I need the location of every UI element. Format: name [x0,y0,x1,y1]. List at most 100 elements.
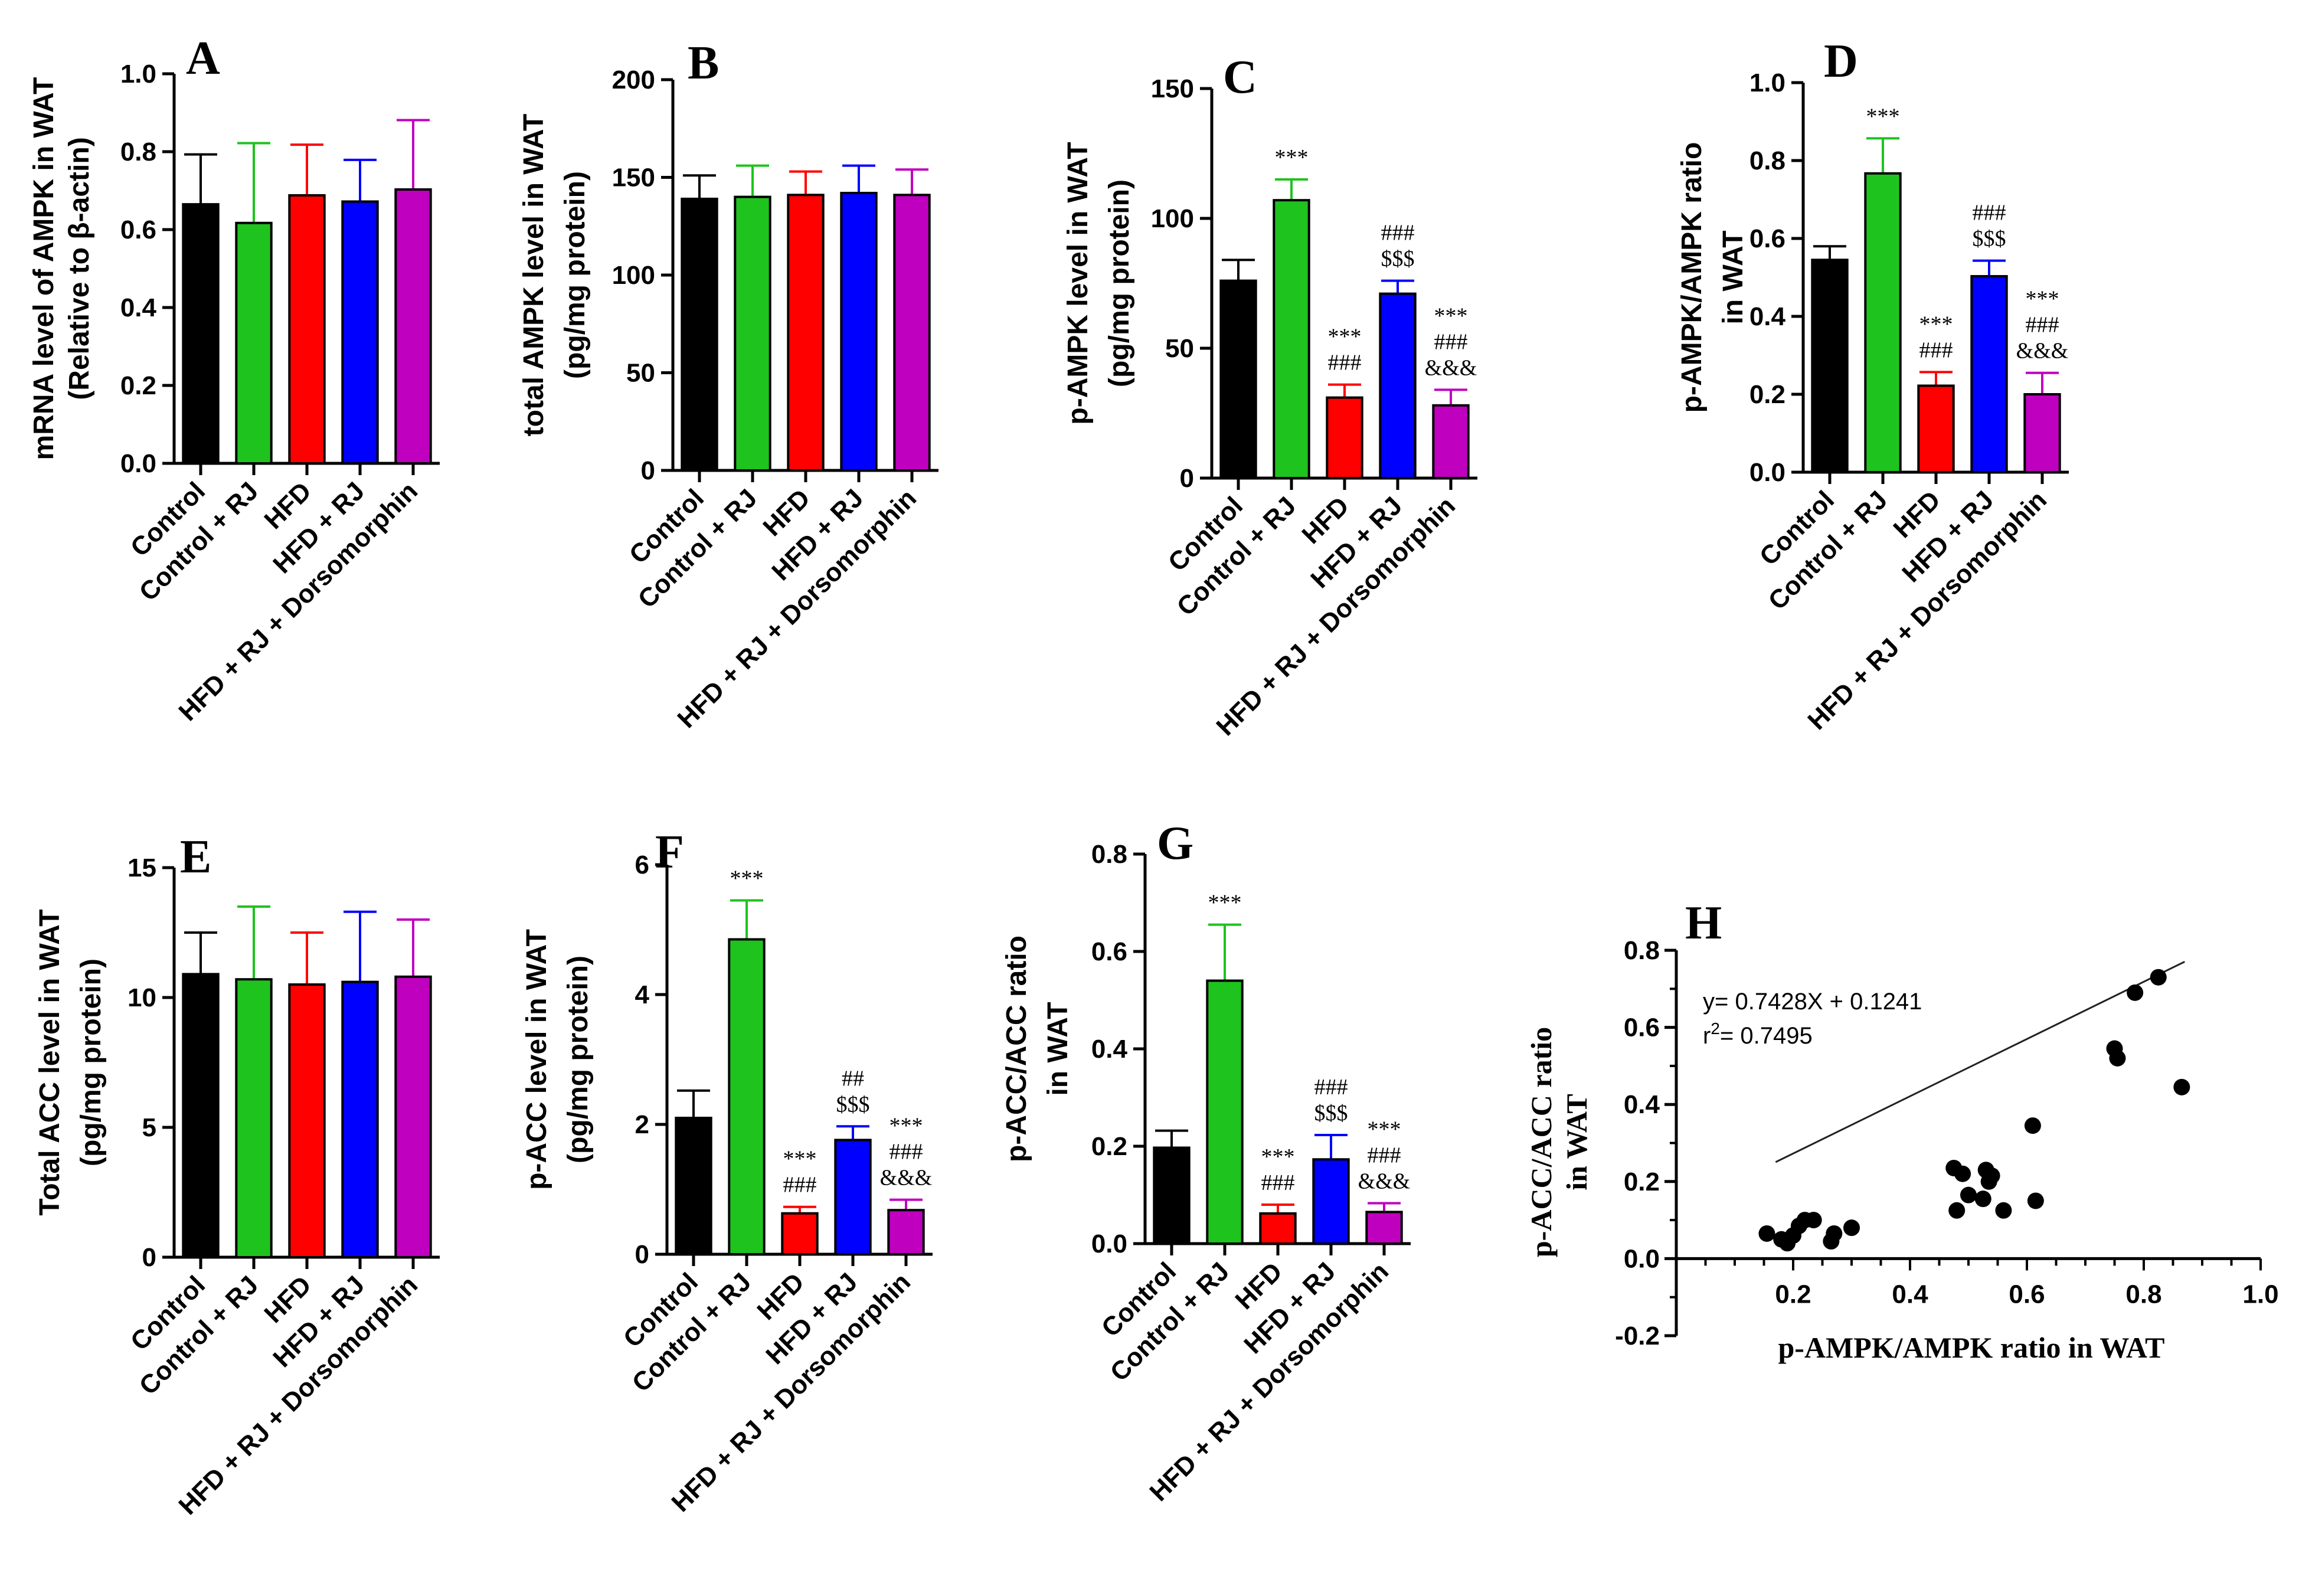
y-tick-label: 0.4 [1091,1035,1128,1064]
regression-equation: y= 0.7428X + 0.1241 [1703,989,1922,1015]
y-axis-label: (pg/mg protein) [563,956,594,1163]
y-axis-label: p-AMPK level in WAT [1062,142,1094,424]
significance-mark: *** [1261,1144,1295,1169]
significance-mark: &&& [1425,355,1477,380]
scatter-point [2173,1078,2190,1095]
scatter-point [2127,984,2144,1001]
bar-control [1219,279,1257,479]
y-axis-label: p-ACC level in WAT [521,929,552,1190]
y-tick-label: 0.2 [1624,1167,1660,1196]
significance-mark: *** [1368,1117,1401,1142]
significance-mark: ### [1368,1143,1401,1168]
bar-hfd-rj-dorsomorphin [2023,393,2061,473]
scatter-point [1758,1225,1775,1242]
bar-control [1153,1146,1191,1245]
bar-hfd-rj-dorsomorphin [1365,1211,1403,1245]
panel-label: H [1685,897,1722,949]
significance-mark: $$$ [1381,247,1415,272]
y-tick-label: 0.4 [120,293,157,322]
y-axis-label: (pg/mg protein) [1104,179,1135,387]
bar-control-rj [235,978,273,1258]
y-tick-label: 0.6 [1749,224,1785,253]
y-tick-label: 10 [127,983,156,1012]
scatter-point [1995,1202,2012,1219]
panel-label: C [1223,51,1257,103]
y-tick-label: 0.6 [120,215,156,244]
bar-hfd [1326,396,1363,479]
y-tick-label: 150 [612,163,655,192]
y-tick-label: 0.6 [1091,937,1127,966]
y-tick-label: 1.0 [1749,68,1785,97]
scatter-point [2150,969,2167,986]
y-axis-label: p-AMPK/AMPK ratio [1676,142,1708,413]
scatter-point [2109,1049,2126,1067]
significance-mark: ### [1973,201,2006,225]
y-tick-label: 0.4 [1624,1090,1660,1119]
bar-hfd-rj-dorsomorphin [394,188,432,465]
bar-hfd-rj-dorsomorphin [893,194,931,472]
scatter-point [1843,1219,1860,1237]
y-tick-label: 0.8 [1091,840,1127,869]
significance-mark: *** [730,866,764,891]
significance-mark: *** [1208,891,1242,915]
y-axis-label: p-ACC/ACC ratio [1001,936,1032,1162]
y-tick-label: 0 [1180,464,1194,493]
panel-label: E [180,831,211,883]
significance-mark: ### [1261,1170,1295,1195]
x-tick-label: 0.4 [1892,1280,1928,1309]
bar-control-rj [728,938,766,1255]
y-tick-label: 0.2 [1091,1132,1127,1161]
panel-label: G [1157,817,1193,869]
significance-mark: ### [1434,329,1468,354]
bar-control [182,973,220,1259]
bar-control-rj [1206,979,1244,1245]
y-tick-label: 0.2 [120,371,156,400]
bar-hfd [288,983,326,1258]
y-tick-label: 0.2 [1749,380,1785,409]
scatter-point [1960,1186,1977,1203]
bar-hfd-rj [341,200,379,465]
bar-hfd-rj [1970,275,2008,473]
r-squared: r2= 0.7495 [1703,1019,1813,1049]
x-tick-label: 0.2 [1775,1280,1811,1309]
x-tick-label: 0.8 [2125,1280,2161,1309]
bar-control [1811,259,1849,473]
regression-line [1775,961,2185,1163]
x-tick-label: 0.6 [2009,1280,2045,1309]
significance-mark: ### [889,1140,923,1165]
y-axis-label: p-ACC/ACC ratio [1525,1027,1558,1257]
y-tick-label: 200 [612,66,655,94]
panel-label: F [655,826,684,878]
significance-mark: &&& [880,1166,933,1191]
y-tick-label: 0.0 [1749,458,1785,487]
bar-hfd-rj-dorsomorphin [887,1209,925,1255]
bar-control-rj [1864,172,1902,473]
scatter-point [1954,1165,1971,1182]
significance-mark: &&& [2016,339,2069,364]
y-tick-label: 100 [1151,204,1194,233]
panel-h: H -0.2 0.0 0.2 0.4 0.6 0.8 0.2 0.4 0.6 0.8 1.0 y= 0.… [1525,897,2279,1364]
y-tick-label: -0.2 [1615,1322,1660,1350]
x-axis-label: p-AMPK/AMPK ratio in WAT [1778,1331,2164,1364]
significance-mark: *** [889,1114,923,1139]
y-tick-label: 0.0 [1624,1244,1660,1273]
y-tick-label: 5 [142,1113,156,1142]
significance-mark: ### [1919,338,1953,362]
y-axis-label: in WAT [1560,1094,1593,1191]
y-tick-label: 2 [635,1110,649,1139]
scatter-point [1983,1167,2000,1185]
significance-mark: ### [1328,351,1362,375]
bar-control-rj [734,195,771,472]
y-axis-label: Total ACC level in WAT [34,909,66,1215]
y-axis-label: total AMPK level in WAT [518,114,550,437]
y-tick-label: 0 [142,1243,156,1272]
significance-mark: ### [1314,1075,1348,1100]
significance-mark: *** [1866,104,1900,129]
y-tick-label: 0.8 [120,138,156,166]
bar-hfd [1917,384,1955,473]
